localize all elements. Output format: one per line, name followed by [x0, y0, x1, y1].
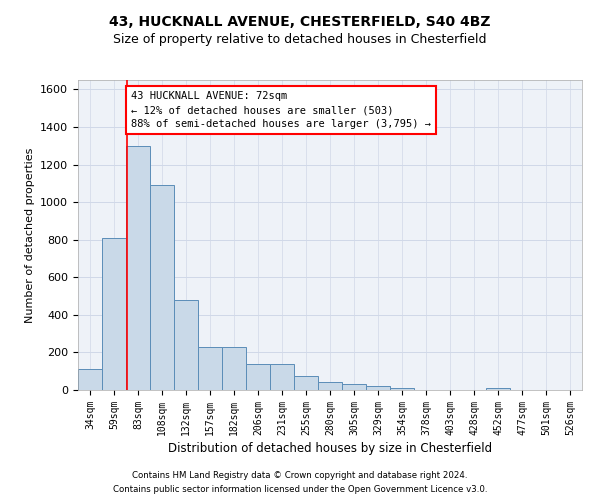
Bar — [198, 347, 222, 390]
Text: Contains HM Land Registry data © Crown copyright and database right 2024.: Contains HM Land Registry data © Crown c… — [132, 472, 468, 480]
Bar — [102, 238, 126, 390]
Bar — [294, 376, 318, 390]
Text: 43, HUCKNALL AVENUE, CHESTERFIELD, S40 4BZ: 43, HUCKNALL AVENUE, CHESTERFIELD, S40 4… — [109, 15, 491, 29]
Bar — [486, 388, 510, 390]
Bar — [270, 364, 294, 390]
Bar — [174, 300, 198, 390]
Text: 43 HUCKNALL AVENUE: 72sqm
← 12% of detached houses are smaller (503)
88% of semi: 43 HUCKNALL AVENUE: 72sqm ← 12% of detac… — [131, 92, 431, 130]
Bar — [150, 185, 174, 390]
Bar — [222, 347, 246, 390]
Bar — [318, 382, 342, 390]
X-axis label: Distribution of detached houses by size in Chesterfield: Distribution of detached houses by size … — [168, 442, 492, 455]
Bar — [342, 384, 366, 390]
Bar — [126, 146, 150, 390]
Text: Contains public sector information licensed under the Open Government Licence v3: Contains public sector information licen… — [113, 484, 487, 494]
Y-axis label: Number of detached properties: Number of detached properties — [25, 148, 35, 322]
Text: Size of property relative to detached houses in Chesterfield: Size of property relative to detached ho… — [113, 32, 487, 46]
Bar — [366, 386, 390, 390]
Bar — [390, 388, 414, 390]
Bar — [246, 364, 270, 390]
Bar — [78, 370, 102, 390]
